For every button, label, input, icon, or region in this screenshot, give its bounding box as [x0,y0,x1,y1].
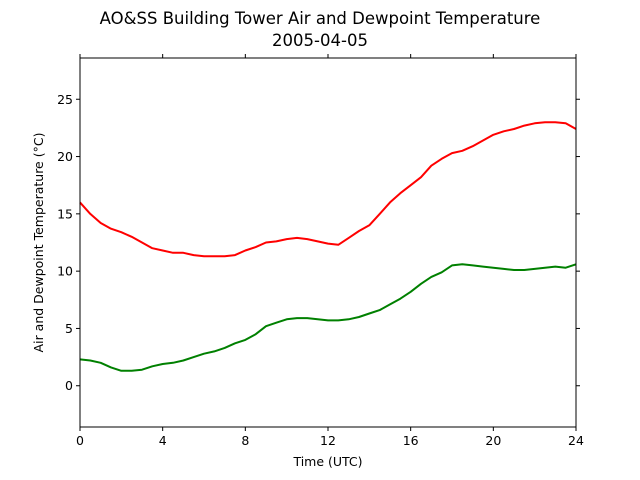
x-tick-label: 8 [241,433,249,448]
y-tick-label: 15 [57,206,73,221]
ticks-layer: 0 4 8 12 16 20 24 0 5 10 15 20 25 [57,54,584,448]
series-layer [79,121,577,372]
y-tick-label: 25 [57,92,73,107]
x-tick-label: 20 [485,433,501,448]
series-line-0 [79,121,577,258]
chart-title: AO&SS Building Tower Air and Dewpoint Te… [100,9,541,28]
x-tick-label: 12 [320,433,336,448]
x-tick-label: 16 [403,433,419,448]
x-tick-label: 4 [159,433,167,448]
x-tick-label: 0 [76,433,84,448]
y-tick-label: 0 [65,378,73,393]
y-tick-label: 5 [65,321,73,336]
x-axis-label: Time (UTC) [292,454,362,469]
series-line-1 [79,263,577,372]
y-axis-label: Air and Dewpoint Temperature (°C) [31,133,46,353]
y-tick-label: 20 [57,149,73,164]
y-tick-label: 10 [57,264,73,279]
chart-subtitle: 2005-04-05 [272,31,368,50]
plot-frame [79,57,577,428]
x-tick-label: 24 [568,433,584,448]
